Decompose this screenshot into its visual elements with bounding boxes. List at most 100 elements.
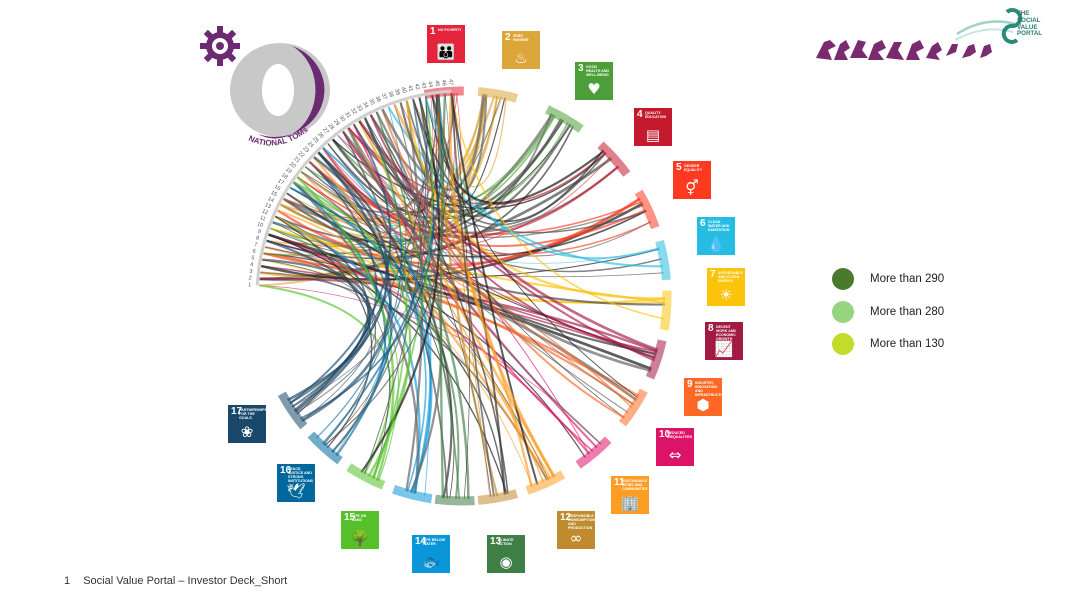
sdg-title: LIFE ON LAND [352,514,367,522]
chord-ribbon [322,94,443,445]
svp-text-line: VALUE [1017,23,1038,31]
sun-icon: ☀ [719,286,733,304]
legend-item: More than 290 [832,268,944,290]
chord-arcs [255,86,672,506]
sdg-number: 11 [614,477,625,488]
fish-icon: 🐟 [421,553,441,571]
sdg-tile-4: 4 QUALITY EDUCATION ▤ [634,108,672,146]
chord-measure-label: 17 [276,178,284,186]
sdg-number: 14 [415,536,427,547]
chord-arc-sdg-4 [597,141,631,177]
chord-ribbon [289,161,378,405]
chord-ribbon [437,94,499,497]
sdg-title: PARTNERSHIPS FOR THE GOALS [239,408,266,420]
sdg-number: 12 [560,512,572,523]
chord-measure-label: 29 [332,119,340,127]
chord-measure-label: 19 [284,167,292,175]
sdg-number: 15 [344,512,356,523]
chord-ribbon [450,93,495,497]
chord-measure-label: 18 [280,172,288,180]
chord-ribbon [425,96,638,399]
equality-icon: ⇔ [668,446,682,464]
chord-measure-label: 45 [433,80,440,87]
chord-measure-label: 32 [349,107,357,115]
chord-ribbon [317,151,453,499]
chord-ribbon [448,93,556,478]
chord-ribbon [439,93,447,499]
sdg-tile-12: 12 RESPONSIBLE CONSUMPTION AND PRODUCTION… [557,511,595,549]
chord-measure-label: 47 [447,79,453,85]
chord-arc-sdg-9 [618,388,648,427]
chord-ribbon [437,94,605,205]
chord-ribbon [277,197,641,266]
chord-measure-label: 38 [386,90,394,98]
chord-arc-sdg-16 [307,431,343,465]
chord-arc-sdg-15 [346,463,386,490]
chord-measure-label: 37 [380,93,388,101]
chord-ribbon [327,124,572,220]
sdg-number: 10 [659,429,671,440]
chord-ribbon [450,93,539,485]
slide-number: 1 [64,575,71,587]
chord-measure-label: 33 [355,104,363,112]
chord-arc-sdg-11 [525,470,566,495]
sdg-tile-16: 16 PEACE, JUSTICE AND STRONG INSTITUTIONS… [277,464,315,502]
sdg-number: 16 [280,465,292,476]
sdg-title: AFFORDABLE AND CLEAN ENERGY [718,271,743,283]
legend: More than 290 More than 280 More than 13… [832,268,944,366]
chord-ribbon [316,117,402,439]
chord-arc-sdg-17 [277,391,308,430]
svp-text-line: PORTAL [1017,30,1042,38]
chord-ribbon [450,93,664,320]
chord-measure-label: 41 [406,85,413,92]
chord-measure-label: 15 [270,190,278,198]
chord-measure-label: 26 [316,131,325,140]
legend-item: More than 280 [832,300,944,323]
sdg-title: GENDER EQUALITY [684,164,703,172]
chord-measure-label: 13 [264,202,272,210]
sdg-tile-14: 14 LIFE BELOW WATER 🐟 [412,535,450,573]
runners-graphic [816,40,992,60]
chord-measure-label: 24 [306,141,315,150]
sdg-title: CLEAN WATER AND SANITATION [708,220,730,232]
chord-arc-sdg-12 [477,489,518,505]
sdg-number: 5 [676,162,682,173]
chord-measure-label: 10 [256,221,264,229]
legend-swatch-280 [832,300,854,323]
sdg-tile-3: 3 GOOD HEALTH AND WELL-BEING ♥ [575,62,613,100]
sdg-title: RESPONSIBLE CONSUMPTION AND PRODUCTION [568,514,595,530]
chord-measure-label: 23 [301,146,310,155]
chord-ribbon [431,94,507,495]
sdg-number: 6 [700,218,706,229]
sdg-title: NO POVERTY [438,28,462,32]
chord-measure-label: 44 [427,81,434,88]
chord-measure-label: 39 [393,88,401,96]
sdg-number: 3 [578,63,584,74]
chord-arc-sdg-6 [655,240,671,281]
chord-ribbon [289,187,427,492]
legend-item: More than 130 [832,333,944,355]
globe-eye-icon: ◉ [499,553,513,571]
national-toms-logo: NATIONAL TOMs [200,26,330,148]
chord-ribbon [262,259,376,422]
chord-measure-label: 20 [288,161,297,169]
footer-text: Social Value Portal – Investor Deck_Shor… [83,575,288,587]
svp-text-line: SOCIAL [1017,16,1041,24]
chord-ribbon [369,114,658,353]
sdg-tile-7: 7 AFFORDABLE AND CLEAN ENERGY ☀ [707,268,745,306]
chord-measure-label: 36 [374,95,382,103]
chord-measure-label: 21 [292,156,301,165]
sdg-tile-13: 13 CLIMATE ACTION ◉ [487,535,525,573]
chord-measure-label: 3 [249,269,253,275]
sdg-title: SUSTAINABLE CITIES AND COMMUNITIES [622,479,648,491]
sdg-tile-17: 17 PARTNERSHIPS FOR THE GOALS ❀ [228,405,266,443]
sdg-tile-1: 1 NO POVERTY 👪 [427,25,465,63]
svp-text-line: THE [1017,10,1030,17]
chord-arc-toms [255,89,452,286]
chord-measure-labels: 1234567891011121314151617181920212223242… [248,79,453,288]
chord-measure-label: 14 [267,196,275,204]
bowl-icon: ♨ [514,49,528,67]
chord-ribbon [353,123,594,452]
chord-ribbon [375,111,443,493]
